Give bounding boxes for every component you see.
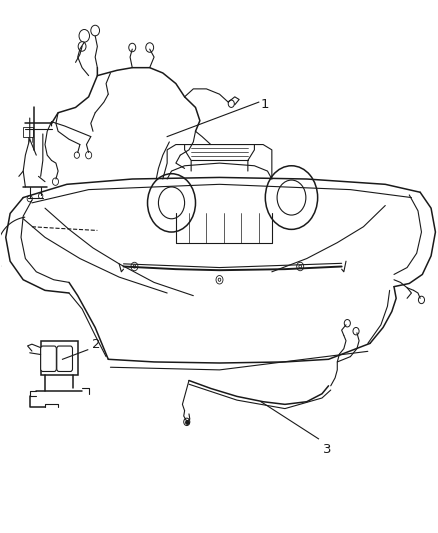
Circle shape	[215, 276, 223, 284]
FancyBboxPatch shape	[41, 346, 56, 372]
Circle shape	[27, 196, 32, 202]
Bar	[23, 127, 33, 136]
Text: 3: 3	[322, 443, 331, 456]
Text: 2: 2	[92, 338, 100, 351]
Circle shape	[298, 265, 301, 268]
Circle shape	[74, 152, 79, 158]
Circle shape	[265, 166, 317, 229]
Circle shape	[417, 296, 424, 304]
Circle shape	[131, 262, 138, 271]
Circle shape	[296, 262, 303, 271]
Circle shape	[52, 178, 58, 185]
Circle shape	[343, 319, 350, 327]
Circle shape	[78, 42, 86, 51]
Circle shape	[85, 151, 92, 159]
Text: 1: 1	[260, 98, 269, 111]
Circle shape	[147, 174, 195, 232]
Circle shape	[352, 327, 358, 335]
Bar	[41, 341, 78, 375]
Circle shape	[91, 25, 99, 36]
Circle shape	[228, 100, 234, 108]
Circle shape	[133, 265, 135, 268]
Circle shape	[184, 418, 189, 425]
Circle shape	[79, 29, 89, 42]
Circle shape	[158, 187, 184, 219]
Circle shape	[276, 180, 305, 215]
Circle shape	[39, 193, 43, 199]
Circle shape	[218, 278, 220, 281]
Circle shape	[145, 43, 153, 52]
FancyBboxPatch shape	[57, 346, 72, 372]
Circle shape	[128, 43, 135, 52]
